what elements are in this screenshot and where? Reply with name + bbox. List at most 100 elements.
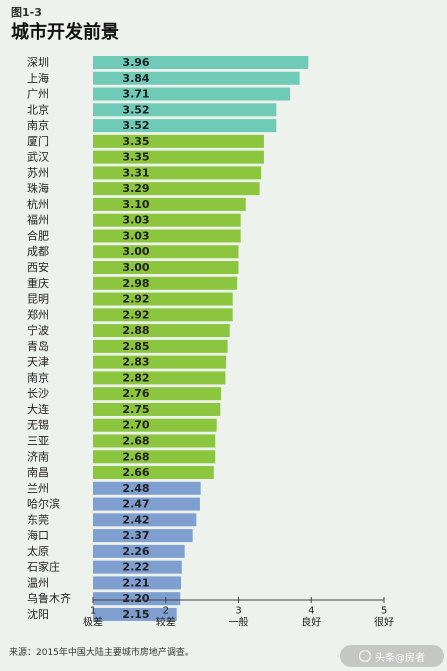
- watermark: 头条@房者: [340, 645, 444, 667]
- value-label: 2.42: [122, 513, 149, 526]
- category-label: 宁波: [27, 323, 49, 337]
- category-label: 深圳: [27, 56, 49, 69]
- bar: [93, 387, 222, 401]
- watermark-icon: [359, 650, 371, 662]
- bar: [93, 182, 260, 196]
- category-label: 苏州: [27, 166, 49, 179]
- bar: [93, 339, 228, 353]
- value-label: 3.84: [122, 72, 149, 85]
- bar: [93, 592, 181, 606]
- bar: [93, 481, 201, 495]
- bar: [93, 276, 238, 290]
- category-label: 杭州: [27, 197, 49, 211]
- value-label: 2.82: [122, 371, 149, 384]
- bar: [93, 150, 264, 164]
- bar: [93, 166, 262, 180]
- category-label: 武汉: [27, 151, 49, 164]
- x-tick-label: 5: [381, 606, 387, 617]
- bar: [93, 213, 241, 227]
- value-label: 2.37: [122, 529, 149, 542]
- x-tick-sublabel: 较差: [156, 616, 176, 629]
- value-label: 2.88: [122, 324, 149, 337]
- value-label: 2.98: [122, 277, 149, 290]
- x-tick-sublabel: 良好: [301, 616, 321, 629]
- value-label: 2.75: [122, 403, 149, 416]
- category-label: 上海: [27, 71, 49, 85]
- bar: [93, 434, 216, 448]
- bar: [93, 544, 185, 558]
- bar: [93, 71, 300, 85]
- value-label: 2.83: [122, 356, 149, 369]
- value-label: 2.85: [122, 340, 149, 353]
- bar: [93, 529, 193, 543]
- bar: [93, 560, 182, 574]
- category-label: 广州: [27, 88, 49, 101]
- category-label: 南昌: [27, 466, 49, 479]
- category-label: 海口: [27, 528, 49, 542]
- category-label: 兰州: [27, 482, 49, 495]
- bar: [93, 245, 239, 259]
- bar: [93, 134, 264, 148]
- bar: [93, 355, 227, 369]
- value-label: 3.03: [122, 229, 149, 242]
- value-label: 3.96: [122, 56, 149, 69]
- x-tick-sublabel: 一般: [229, 616, 249, 629]
- value-label: 2.92: [122, 308, 149, 321]
- category-label: 哈尔滨: [27, 497, 60, 511]
- bar: [93, 308, 233, 322]
- figure-label: 图1-3: [11, 6, 42, 19]
- bar: [93, 103, 277, 117]
- category-label: 温州: [27, 576, 49, 589]
- category-label: 大连: [27, 402, 49, 416]
- value-label: 3.29: [122, 182, 149, 195]
- bar: [93, 261, 239, 275]
- bar: [93, 497, 200, 511]
- category-label: 石家庄: [27, 560, 60, 574]
- value-label: 3.10: [122, 198, 149, 211]
- value-label: 2.70: [122, 419, 149, 432]
- value-label: 2.15: [122, 608, 149, 621]
- value-label: 2.47: [122, 498, 149, 511]
- value-label: 2.66: [122, 466, 149, 479]
- x-tick-label: 2: [163, 606, 169, 617]
- category-label: 沈阳: [27, 607, 49, 621]
- bar: [93, 87, 291, 101]
- bar: [93, 56, 309, 69]
- value-label: 2.92: [122, 293, 149, 306]
- category-label: 合肥: [27, 228, 49, 242]
- category-label: 天津: [27, 356, 49, 369]
- value-label: 3.52: [122, 119, 149, 132]
- value-label: 3.31: [122, 166, 149, 179]
- category-label: 太原: [27, 545, 49, 558]
- category-label: 济南: [27, 449, 49, 463]
- category-label: 南京: [27, 370, 49, 384]
- value-label: 3.00: [122, 245, 149, 258]
- bar: [93, 450, 216, 464]
- bar: [93, 576, 182, 590]
- source-note: 来源：2015年中国大陆主要城市房地产调查。: [9, 648, 194, 658]
- x-tick-label: 1: [90, 606, 96, 617]
- chart-title: 城市开发前景: [11, 22, 119, 43]
- category-label: 昆明: [27, 293, 49, 306]
- bar: [93, 607, 177, 621]
- bar: [93, 229, 241, 243]
- category-label: 珠海: [27, 181, 49, 195]
- value-label: 2.20: [122, 592, 149, 605]
- bar: [93, 119, 277, 133]
- value-label: 3.35: [122, 135, 149, 148]
- value-label: 2.48: [122, 482, 149, 495]
- category-label: 无锡: [27, 418, 49, 432]
- value-label: 2.68: [122, 450, 149, 463]
- value-label: 2.22: [122, 561, 149, 574]
- x-tick-label: 4: [308, 606, 314, 617]
- bar: [93, 197, 246, 211]
- category-label: 重庆: [27, 276, 49, 290]
- bar-chart: 深圳 3.96 上海 3.84 广州 3.71 北京 3.52 南京 3.52 厦门 3.35 武汉 3.…: [27, 56, 394, 629]
- bar: [93, 292, 233, 306]
- value-label: 3.03: [122, 214, 149, 227]
- category-label: 厦门: [27, 134, 49, 148]
- bar: [93, 466, 214, 480]
- bar: [93, 418, 217, 432]
- bar: [93, 371, 226, 385]
- category-label: 福州: [27, 213, 49, 227]
